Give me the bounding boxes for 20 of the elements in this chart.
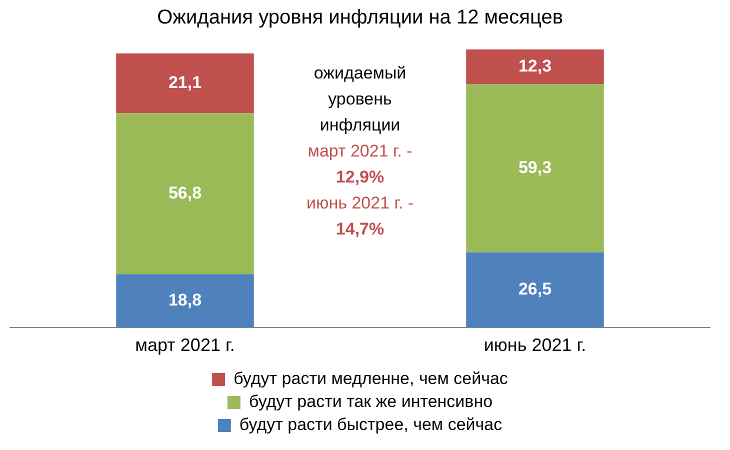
- annotation: ожидаемый уровень инфляции: [314, 64, 406, 135]
- bar: [466, 252, 604, 328]
- legend-label: будут расти медленне, чем сейчас: [234, 369, 508, 388]
- x-tick-label: март 2021 г.: [135, 335, 235, 356]
- legend-label: будут расти так же интенсивно: [248, 392, 493, 412]
- data-label: 56,8: [168, 183, 202, 202]
- bar: [116, 274, 254, 328]
- bar: [466, 84, 604, 252]
- data-label: 18,8: [168, 290, 202, 310]
- annotation: июнь 2021 г. - 14,7%: [306, 194, 414, 239]
- data-label: 59,3: [518, 158, 552, 177]
- data-label: 12,3: [518, 56, 552, 76]
- data-label: 21,1: [168, 72, 202, 92]
- bar: [116, 53, 254, 114]
- bar: [116, 113, 254, 274]
- x-tick-label: июнь 2021 г.: [484, 335, 586, 356]
- data-label: 26,5: [518, 280, 552, 299]
- legend-label: будут расти быстрее, чем сейчас: [239, 415, 503, 434]
- bar: [466, 49, 604, 84]
- chart-title: Ожидания уровня инфляции на 12 месяцев: [157, 6, 563, 29]
